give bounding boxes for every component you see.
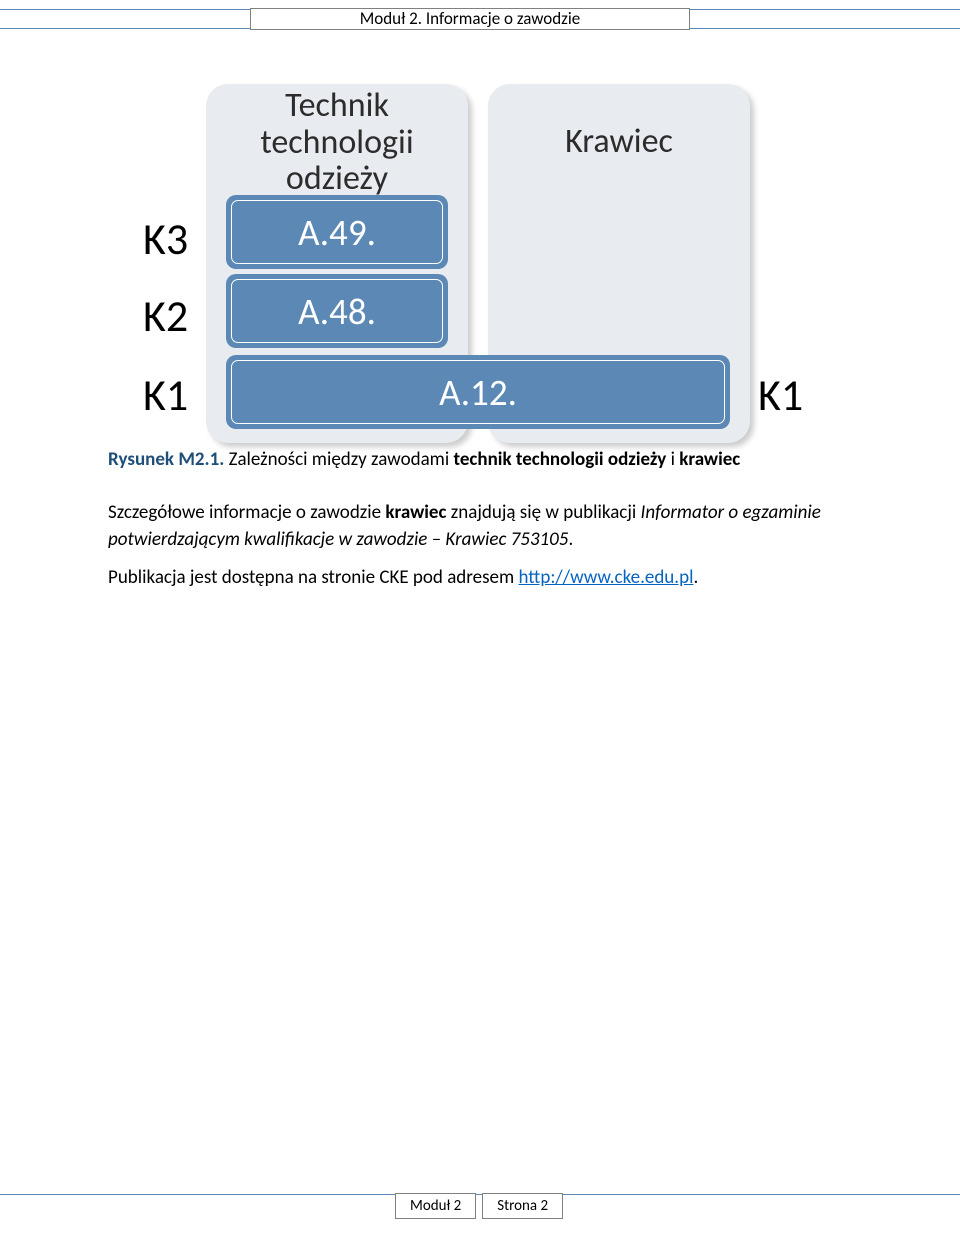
qual-a12-text: A.12. (439, 370, 517, 415)
panel-right-title-text: Krawiec (565, 121, 673, 162)
qual-a12-outer: A.12. (226, 355, 730, 429)
figure-caption: Rysunek M2.1. Zależności między zawodami… (108, 448, 740, 471)
caption-b1: technik technologii odzieży (454, 448, 667, 471)
panel-left-title-text: Technik technologii odzieży (260, 85, 413, 199)
p1-b1: krawiec (385, 501, 446, 524)
footer-boxes: Moduł 2 Strona 2 (395, 1194, 563, 1219)
cke-link[interactable]: http://www.cke.edu.pl (518, 566, 693, 589)
header-title: Moduł 2. Informacje o zawodzie (360, 8, 581, 29)
caption-t2: i (666, 448, 679, 471)
p2-t2: . (693, 566, 698, 589)
label-k2: K2 (143, 289, 188, 343)
qual-a48-outer: A.48. (226, 274, 448, 348)
qual-a49-text: A.49. (298, 210, 376, 255)
label-k1-left: K1 (143, 368, 188, 422)
header-title-box: Moduł 2. Informacje o zawodzie (250, 8, 690, 30)
figure-number: Rysunek M2.1. (108, 448, 224, 471)
p2-t1: Publikacja jest dostępna na stronie CKE … (108, 566, 518, 589)
qual-a49: A.49. (231, 200, 443, 264)
label-k3: K3 (143, 212, 188, 266)
label-k1-right: K1 (758, 368, 803, 422)
qual-a48: A.48. (231, 279, 443, 343)
panel-right-title: Krawiec (488, 84, 750, 161)
diagram: Technik technologii odzieży Krawiec K3 K… (108, 84, 848, 449)
top-rule-right (690, 28, 960, 29)
panel-left-title: Technik technologii odzieży (206, 84, 468, 198)
qual-a49-outer: A.49. (226, 195, 448, 269)
caption-b2: krawiec (679, 448, 740, 471)
caption-t1: Zależności między zawodami (224, 448, 453, 471)
p1-t2: znajdują się w publikacji (446, 501, 640, 524)
qual-a48-text: A.48. (298, 289, 376, 334)
top-rule-left (0, 28, 250, 29)
p1-t1: Szczegółowe informacje o zawodzie (108, 501, 385, 524)
footer-page: Strona 2 (482, 1193, 563, 1219)
paragraph-2: Publikacja jest dostępna na stronie CKE … (108, 565, 848, 592)
qual-a12: A.12. (231, 360, 725, 424)
paragraph-1: Szczegółowe informacje o zawodzie krawie… (108, 500, 848, 554)
p1-t3: . (568, 528, 573, 551)
footer-module: Moduł 2 (395, 1193, 476, 1219)
